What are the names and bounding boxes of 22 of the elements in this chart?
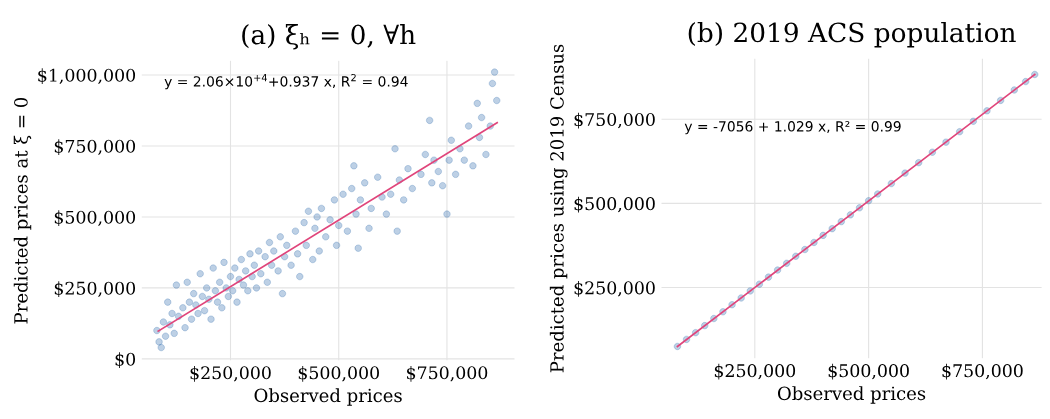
y-tick-label: $250,000 [54,281,136,298]
y-tick-label: $1,000,000 [38,68,136,85]
x-tick-label: $250,000 [714,363,796,380]
y-tick-label: $500,000 [574,196,655,213]
chart-title: (b) 2019 ACS population [688,21,1016,48]
y-tick-label: $250,000 [574,280,655,297]
chart-title: (a) ξₕ = 0, ∀h [242,24,416,50]
y-tick-label: $500,000 [54,210,136,227]
y-tick-label: $0 [115,352,136,369]
x-axis-title: Observed prices [777,386,926,404]
annotation: y = 2.06×10$^{+4}$+0.937 x, R$^{2}$ = 0.94 [164,73,408,90]
annotation: y = -7056 + 1.029 x, R² = 0.99 [684,121,901,135]
y-tick-label: $750,000 [574,112,655,129]
x-axis-title: Observed prices [254,388,402,406]
x-tick-label: $250,000 [190,365,271,382]
y-axis-title: Predicted prices using 2019 Census [549,44,568,373]
x-tick-label: $500,000 [828,363,909,380]
y-tick-label: $750,000 [54,139,136,156]
x-tick-label: $750,000 [942,363,1023,380]
x-tick-label: $500,000 [298,365,379,382]
y-axis-title: Predicted prices at ξ = 0 [13,97,32,324]
x-tick-label: $750,000 [407,365,488,382]
